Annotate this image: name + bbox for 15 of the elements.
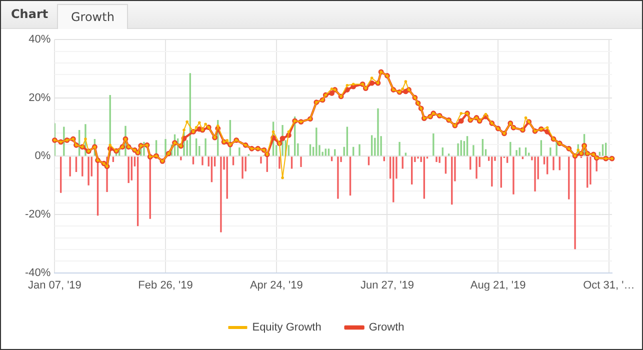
x-tick-label: Apr 24, '19 bbox=[250, 279, 303, 292]
y-tick-label: -20% bbox=[24, 208, 51, 221]
legend-label: Equity Growth bbox=[252, 322, 322, 334]
x-tick-label: Aug 21, '19 bbox=[470, 279, 526, 292]
legend-label: Growth bbox=[368, 322, 404, 334]
chart-title: Chart bbox=[11, 7, 48, 21]
y-tick-label: 0% bbox=[34, 150, 51, 162]
x-tick-label: Feb 26, '19 bbox=[138, 279, 193, 292]
x-tick-label: Jun 27, '19 bbox=[360, 279, 414, 292]
y-tick-label: 20% bbox=[28, 92, 51, 104]
y-tick-label: -40% bbox=[24, 266, 51, 279]
x-tick-label: Oct 31, '… bbox=[583, 279, 635, 292]
x-tick-label: Jan 07, '19 bbox=[28, 279, 82, 292]
chart-subtitle: Growth bbox=[57, 4, 128, 29]
y-tick-label: 40% bbox=[28, 34, 51, 46]
